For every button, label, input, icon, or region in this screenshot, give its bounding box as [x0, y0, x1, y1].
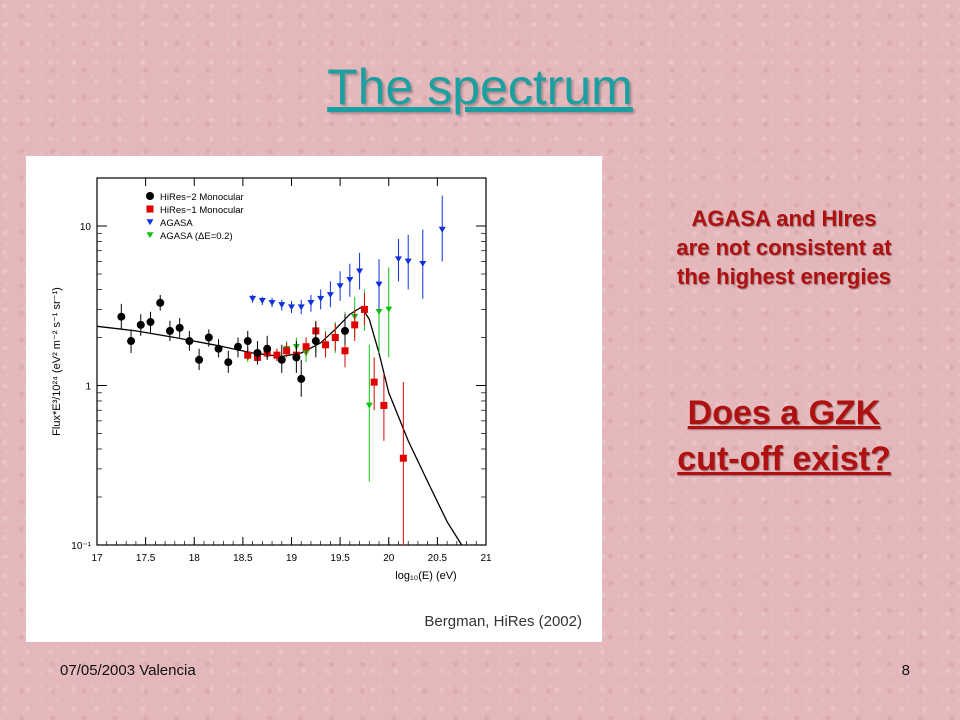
side-text-line: the highest energies [677, 264, 891, 289]
data-point [165, 326, 174, 335]
series-1 [244, 293, 407, 545]
x-tick-label: 19.5 [330, 553, 350, 564]
data-point [156, 298, 165, 307]
data-point [195, 355, 204, 364]
data-point [263, 344, 272, 353]
data-point [244, 351, 252, 359]
data-point [297, 374, 306, 383]
data-point [351, 321, 359, 329]
series-0 [117, 294, 349, 397]
data-point [331, 333, 339, 341]
slide-title: The spectrum [327, 59, 633, 115]
data-point [288, 304, 295, 311]
footer-date: 07/05/2003 Valencia [60, 662, 196, 679]
legend-layer: HiRes−2 Monocular HiRes−1 Monocular AGASA A… [146, 192, 244, 242]
data-point [399, 454, 407, 462]
data-point [360, 305, 368, 313]
chart-credit: Bergman, HiRes (2002) [424, 613, 582, 630]
x-tick-label: 21 [480, 553, 492, 564]
side-text-line: AGASA and HIres [691, 206, 877, 231]
fit-curve [96, 306, 463, 546]
series-2 [249, 195, 446, 315]
y-tick-label: 1 [85, 382, 91, 393]
x-tick-label: 19 [286, 553, 298, 564]
plot-frame [96, 177, 487, 546]
chart-frame-layer [96, 177, 487, 546]
x-tick-label: 18.5 [233, 553, 253, 564]
x-tick-label: 17 [91, 553, 103, 564]
data-point [311, 337, 320, 346]
gzk-question: Does a GZK cut-off exist? [618, 390, 950, 482]
data-point [394, 256, 402, 263]
data-point [419, 260, 427, 267]
data-point [438, 226, 446, 233]
data-point [404, 258, 412, 265]
chart-svg: 17 17.5 18 18.5 19 19.5 20 20.5 21 10⁻¹ 1 10 log₁₀(E… [51, 177, 582, 630]
data-point [340, 326, 349, 335]
data-point [146, 318, 155, 327]
data-point [136, 320, 145, 329]
data-point [375, 281, 383, 288]
data-points-layer [117, 195, 446, 545]
spectrum-chart: 17 17.5 18 18.5 19 19.5 20 20.5 21 10⁻¹ 1 10 log₁₀(E… [26, 156, 602, 642]
legend-label: AGASA (ΔE=0.2) [160, 231, 233, 242]
side-text-line: are not consistent at [676, 235, 892, 260]
data-point [146, 205, 154, 213]
side-text: AGASA and HIres are not consistent at th… [618, 204, 950, 291]
data-point [204, 333, 213, 342]
data-point [224, 358, 233, 367]
data-point [283, 347, 291, 355]
x-tick-label: 18 [189, 553, 201, 564]
axis-label-layer: 17 17.5 18 18.5 19 19.5 20 20.5 21 10⁻¹ 1 10 log₁₀(E… [51, 222, 582, 630]
page-number: 8 [901, 662, 910, 679]
data-point [326, 292, 334, 299]
series-3 [244, 267, 393, 482]
fit-curve-layer [96, 306, 463, 546]
data-point [375, 308, 383, 315]
x-axis-title: log₁₀(E) (eV) [395, 570, 456, 582]
data-point [278, 302, 286, 309]
data-point [249, 295, 257, 302]
data-point [127, 337, 136, 346]
data-point [268, 300, 276, 306]
data-point [146, 192, 154, 200]
data-point [341, 347, 349, 355]
legend-label: AGASA [160, 218, 193, 229]
data-point [175, 323, 184, 332]
data-point [336, 283, 344, 290]
data-point [380, 401, 388, 409]
data-point [277, 355, 286, 364]
data-point [117, 312, 126, 321]
data-point [385, 306, 393, 313]
data-point [234, 342, 243, 351]
y-tick-label: 10 [80, 222, 92, 233]
question-line: cut-off exist? [677, 440, 891, 478]
legend-label: HiRes−1 Monocular [160, 205, 244, 216]
data-point [317, 295, 325, 302]
y-tick-label: 10⁻¹ [71, 541, 91, 552]
data-point [273, 351, 281, 359]
data-point [214, 344, 223, 353]
legend-label: HiRes−2 Monocular [160, 192, 244, 203]
data-point [307, 300, 315, 306]
data-point [258, 297, 266, 304]
data-point [356, 268, 364, 275]
data-point [185, 337, 194, 346]
x-tick-label: 20.5 [428, 553, 448, 564]
x-tick-label: 20 [383, 553, 395, 564]
data-point [346, 277, 354, 283]
data-point [322, 341, 330, 349]
data-point [243, 337, 252, 346]
x-tick-label: 17.5 [136, 553, 156, 564]
data-point [297, 304, 305, 311]
data-point [365, 402, 373, 409]
y-axis-title: Flux*E³/10²⁴ (eV² m⁻² s⁻¹ sr⁻¹) [51, 287, 63, 436]
data-point [253, 348, 262, 357]
data-point [146, 219, 154, 226]
data-point [292, 353, 301, 362]
data-point [302, 343, 310, 351]
data-point [146, 232, 154, 239]
data-point [370, 378, 378, 386]
question-line: Does a GZK [687, 394, 881, 432]
